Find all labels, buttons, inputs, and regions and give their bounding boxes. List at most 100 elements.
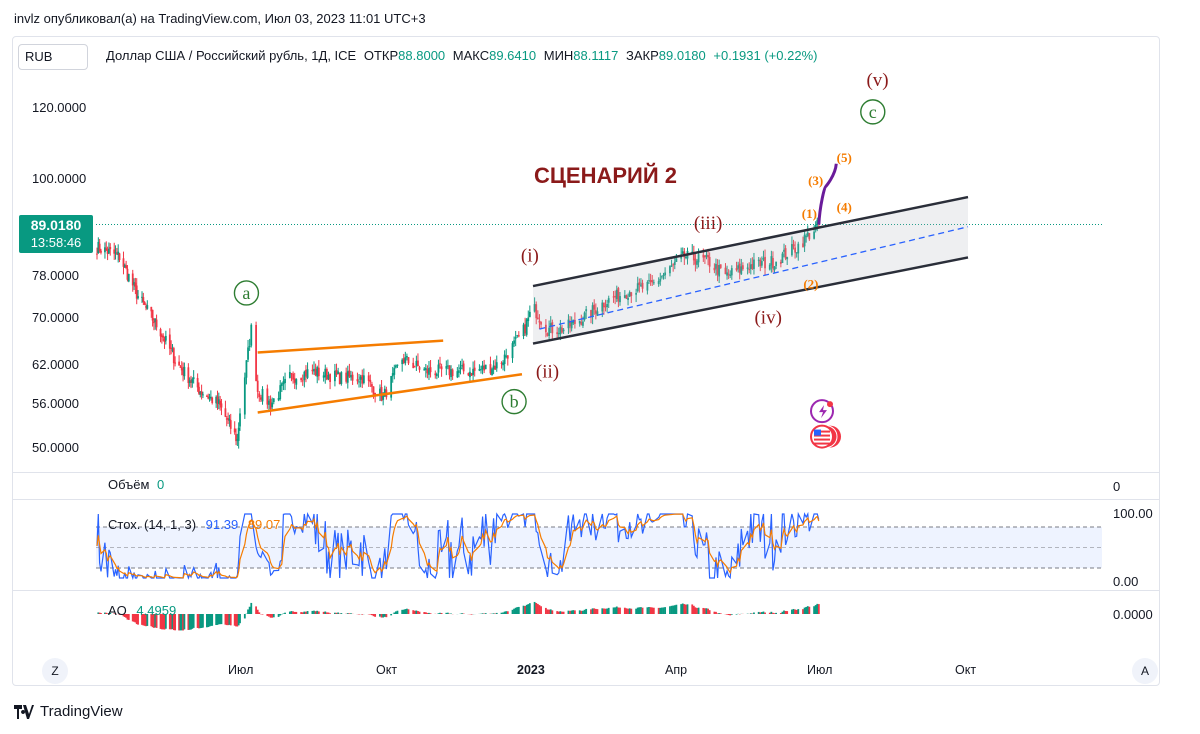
candle-body	[522, 324, 525, 337]
ao-bar	[369, 614, 372, 615]
ao-bar	[190, 614, 192, 630]
candle-body	[187, 367, 190, 384]
candle-body	[371, 384, 373, 387]
ao-bar	[773, 613, 776, 614]
candle-body	[303, 371, 306, 381]
ao-bar	[648, 607, 650, 614]
candle-body	[759, 259, 762, 267]
ao-bar	[346, 613, 349, 614]
candle-body	[506, 355, 509, 359]
candle-body	[109, 247, 112, 250]
ao-bar	[567, 610, 570, 614]
ao-bar	[770, 611, 773, 614]
ao-bar	[178, 614, 180, 631]
ao-bar	[191, 614, 194, 629]
ao-bar	[681, 603, 684, 614]
candle-body	[154, 318, 157, 322]
ao-bar	[797, 609, 800, 614]
ao-bar	[293, 611, 296, 614]
candle-body	[726, 272, 728, 276]
ao-bar	[511, 609, 514, 614]
ao-bar	[692, 605, 695, 614]
candle-body	[439, 363, 441, 365]
candle-body	[503, 354, 506, 365]
wave-label-i: (i)	[521, 245, 539, 266]
candle-body	[247, 347, 249, 360]
ao-bar	[415, 610, 418, 614]
ao-bar	[374, 614, 377, 617]
wave-label-v: (v)	[866, 70, 888, 91]
symbol-search-button[interactable]: RUB	[18, 44, 88, 70]
candle-body	[448, 365, 451, 376]
candle-body	[316, 367, 319, 377]
ao-bar	[559, 611, 562, 614]
candle-body	[491, 369, 493, 376]
candle-body	[295, 379, 298, 385]
candle-body	[623, 295, 626, 298]
candle-body	[681, 251, 684, 254]
candle-body	[402, 358, 405, 363]
sub-label-3: (3)	[808, 173, 823, 188]
auto-scale-button[interactable]: A	[1132, 658, 1158, 684]
candle-body	[478, 368, 481, 371]
candle-body	[702, 254, 705, 258]
candle-body	[451, 369, 454, 377]
zoom-reset-button[interactable]: Z	[42, 658, 68, 684]
sub-label-4: (4)	[837, 200, 852, 215]
candle-body	[225, 418, 228, 420]
ao-bar	[168, 614, 171, 630]
bar-countdown: 13:58:46	[30, 235, 82, 250]
candle-body	[697, 254, 700, 263]
candle-body	[104, 247, 106, 253]
ao-bar	[272, 614, 275, 618]
candle-body	[256, 380, 259, 392]
candle-body	[757, 259, 760, 261]
ao-bar	[290, 611, 293, 614]
last-price-badge: 89.0180 13:58:46	[19, 215, 93, 253]
stoch-d: 89.07	[247, 517, 281, 532]
ao-bar	[163, 614, 166, 630]
x-tick-label: Июл	[228, 663, 254, 677]
candle-body	[481, 365, 484, 370]
candle-body	[250, 324, 253, 346]
candle-body	[781, 253, 784, 264]
candle-body	[426, 369, 429, 374]
ao-bar	[269, 614, 272, 618]
candle-body	[428, 368, 430, 375]
candle-body	[751, 264, 754, 269]
candle-body	[311, 369, 314, 372]
candle-body	[292, 373, 294, 380]
candle-body	[480, 369, 482, 371]
ao-value: 4.4959	[136, 603, 177, 618]
candle-body	[440, 366, 443, 370]
channel-upper-line	[532, 195, 969, 288]
sub-label-1: (1)	[802, 206, 817, 221]
ao-bar	[662, 607, 665, 614]
candle-body	[180, 367, 183, 371]
tradingview-logo-icon	[14, 704, 34, 719]
candle-body	[805, 236, 808, 238]
candle-body	[786, 257, 789, 260]
candle-body	[570, 322, 573, 329]
candle-body	[423, 368, 426, 371]
ao-bar	[492, 613, 495, 614]
candle-body	[500, 362, 503, 364]
wave-label-a-circle	[233, 280, 260, 306]
ao-bar	[394, 611, 397, 614]
candle-body	[492, 365, 495, 370]
candle-body	[239, 413, 241, 427]
candle-body	[268, 400, 270, 405]
candle-body	[513, 340, 515, 344]
candle-body	[548, 327, 551, 337]
candle-body	[417, 360, 419, 367]
ao-bar	[591, 608, 594, 614]
ao-bar	[680, 604, 683, 614]
candle-body	[407, 357, 410, 364]
candle-body	[505, 355, 508, 357]
candle-body	[694, 258, 697, 265]
candle-body	[652, 282, 655, 284]
ao-bar	[131, 614, 134, 622]
candle-body	[727, 273, 730, 275]
candle-body	[602, 302, 605, 308]
